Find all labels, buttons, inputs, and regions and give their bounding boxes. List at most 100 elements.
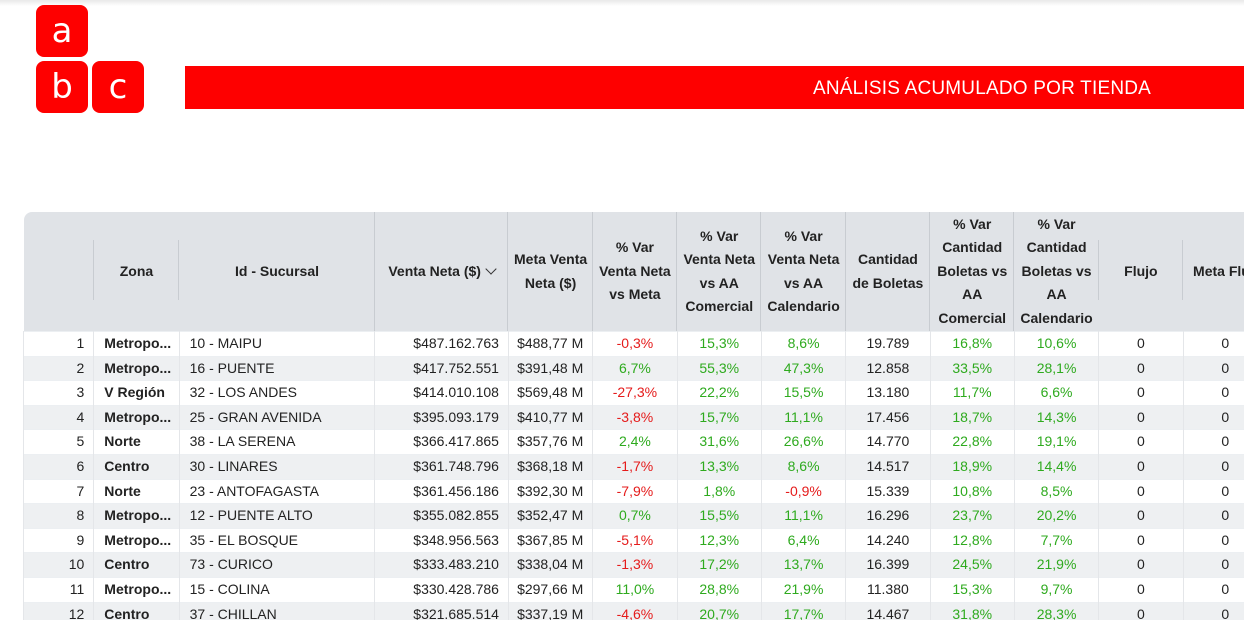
var-aa-calendario-cell: 13,7% [761,552,847,578]
boletas-aa-calendario-cell: 9,7% [1014,577,1100,603]
store-analysis-table-container[interactable]: Zona Id - Sucursal Venta Neta ($) Meta V… [23,212,1244,620]
zona-cell: Norte [93,479,180,504]
venta-neta-header-label: Venta Neta ($) [388,262,481,279]
column-header-var-aa-comercial[interactable]: % Var Venta Neta vs AA Comercial [677,212,762,332]
row-number: 2 [23,356,95,381]
cantidad-boletas-cell: 16.399 [845,552,931,578]
cantidad-boletas-cell: 11.380 [845,577,931,603]
table-row[interactable]: 9 Metropo... 35 - EL BOSQUE $348.956.563 $36… [23,528,1244,553]
sucursal-cell: 35 - EL BOSQUE [179,528,376,553]
cantidad-boletas-cell: 14.467 [845,602,931,620]
flujo-cell: 0 [1098,331,1184,357]
flujo-cell: 0 [1098,356,1184,381]
meta-venta-cell: $367,85 M [508,528,594,553]
meta-flujo-cell: 0 [1183,577,1244,603]
var-aa-comercial-cell: 31,6% [677,429,762,455]
venta-neta-cell: $321.685.514 [374,602,509,620]
var-aa-comercial-cell: 22,2% [677,380,762,406]
meta-flujo-cell: 0 [1183,503,1244,529]
meta-venta-cell: $569,48 M [508,380,594,406]
cantidad-boletas-cell: 17.456 [845,405,931,430]
zona-cell: Centro [93,552,180,578]
column-header-var-aa-calendario[interactable]: % Var Venta Neta vs AA Calendario [761,212,846,332]
column-header-cantidad-boletas[interactable]: Cantidad de Boletas [845,212,931,332]
row-number: 7 [23,479,95,504]
table-row[interactable]: 12 Centro 37 - CHILLAN $321.685.514 $337,19 … [23,602,1244,620]
table-row[interactable]: 2 Metropo... 16 - PUENTE $417.752.551 $391,4… [23,356,1244,381]
page-title: ANÁLISIS ACUMULADO POR TIENDA [813,78,1152,99]
boletas-aa-calendario-cell: 14,3% [1014,405,1100,430]
meta-flujo-cell: 0 [1183,331,1244,357]
var-aa-comercial-cell: 55,3% [677,356,762,381]
column-header-zona[interactable]: Zona [93,212,180,332]
meta-flujo-cell: 0 [1183,454,1244,480]
table-row[interactable]: 7 Norte 23 - ANTOFAGASTA $361.456.186 $392,3… [23,479,1244,504]
var-aa-calendario-cell: 11,1% [761,503,847,529]
sucursal-cell: 10 - MAIPU [179,331,376,357]
cantidad-boletas-cell: 14.770 [845,429,931,455]
zona-cell: Metropo... [93,356,180,381]
boletas-aa-calendario-cell: 21,9% [1014,552,1100,578]
meta-flujo-cell: 0 [1183,405,1244,430]
venta-neta-cell: $330.428.786 [374,577,509,603]
cantidad-boletas-cell: 15.339 [845,479,931,504]
var-meta-cell: -1,7% [592,454,678,480]
sort-descending-icon[interactable] [485,263,497,275]
flujo-cell: 0 [1098,528,1184,553]
column-header-meta-venta[interactable]: Meta Venta Neta ($) [508,212,593,332]
row-number: 9 [23,528,95,553]
meta-flujo-cell: 0 [1183,356,1244,381]
var-aa-calendario-cell: 17,7% [761,602,847,620]
column-header-sucursal[interactable]: Id - Sucursal [179,212,375,332]
var-aa-comercial-cell: 13,3% [677,454,762,480]
boletas-aa-calendario-cell: 10,6% [1014,331,1100,357]
top-shadow-line [0,0,1244,6]
boletas-aa-calendario-cell: 6,6% [1014,380,1100,406]
flujo-cell: 0 [1098,552,1184,578]
column-header-flujo[interactable]: Flujo [1098,212,1184,332]
table-row[interactable]: 6 Centro 30 - LINARES $361.748.796 $368,18 M… [23,454,1244,480]
zona-cell: Metropo... [93,577,180,603]
row-number: 5 [23,429,95,455]
column-header-boletas-aa-comercial[interactable]: % Var Cantidad Boletas vs AA Comercial [930,212,1015,332]
meta-venta-cell: $337,19 M [508,602,594,620]
flujo-cell: 0 [1098,503,1184,529]
cantidad-boletas-cell: 19.789 [845,331,931,357]
flujo-cell: 0 [1098,429,1184,455]
table-row[interactable]: 4 Metropo... 25 - GRAN AVENIDA $395.093.179… [23,405,1244,430]
table-body: 1 Metropo... 10 - MAIPU $487.162.763 $488,77… [23,331,1244,620]
meta-venta-cell: $391,48 M [508,356,594,381]
boletas-aa-comercial-cell: 15,3% [930,577,1015,603]
var-aa-comercial-cell: 20,7% [677,602,762,620]
table-row[interactable]: 5 Norte 38 - LA SERENA $366.417.865 $357,76 … [23,429,1244,455]
boletas-aa-comercial-cell: 33,5% [930,356,1015,381]
table-row[interactable]: 1 Metropo... 10 - MAIPU $487.162.763 $488,77… [23,331,1244,357]
meta-flujo-cell: 0 [1183,552,1244,578]
table-row[interactable]: 11 Metropo... 15 - COLINA $330.428.786 $297,… [23,577,1244,603]
sucursal-cell: 30 - LINARES [179,454,376,480]
sucursal-cell: 16 - PUENTE [179,356,376,381]
cantidad-boletas-cell: 14.240 [845,528,931,553]
zona-cell: Metropo... [93,528,180,553]
meta-venta-cell: $297,66 M [508,577,594,603]
column-header-boletas-aa-calendario[interactable]: % Var Cantidad Boletas vs AA Calendario [1014,212,1100,332]
boletas-aa-calendario-cell: 8,5% [1014,479,1100,504]
logo-letter-a: a [51,11,73,51]
table-row[interactable]: 10 Centro 73 - CURICO $333.483.210 $338,04 M… [23,552,1244,578]
column-header-venta-neta[interactable]: Venta Neta ($) [374,212,509,332]
venta-neta-cell: $361.748.796 [374,454,509,480]
column-header-var-meta[interactable]: % Var Venta Neta vs Meta [592,212,678,332]
table-row[interactable]: 8 Metropo... 12 - PUENTE ALTO $355.082.855 $… [23,503,1244,529]
sucursal-cell: 32 - LOS ANDES [179,380,376,406]
meta-flujo-cell: 0 [1183,380,1244,406]
column-header-meta-flujo[interactable]: Meta Flujo [1183,212,1244,332]
title-banner [185,66,1244,109]
row-number: 8 [23,503,95,529]
boletas-aa-comercial-cell: 18,9% [930,454,1015,480]
var-meta-cell: 0,7% [592,503,678,529]
meta-flujo-cell: 0 [1183,528,1244,553]
sucursal-cell: 15 - COLINA [179,577,376,603]
venta-neta-cell: $414.010.108 [374,380,509,406]
var-meta-cell: -7,9% [592,479,678,504]
